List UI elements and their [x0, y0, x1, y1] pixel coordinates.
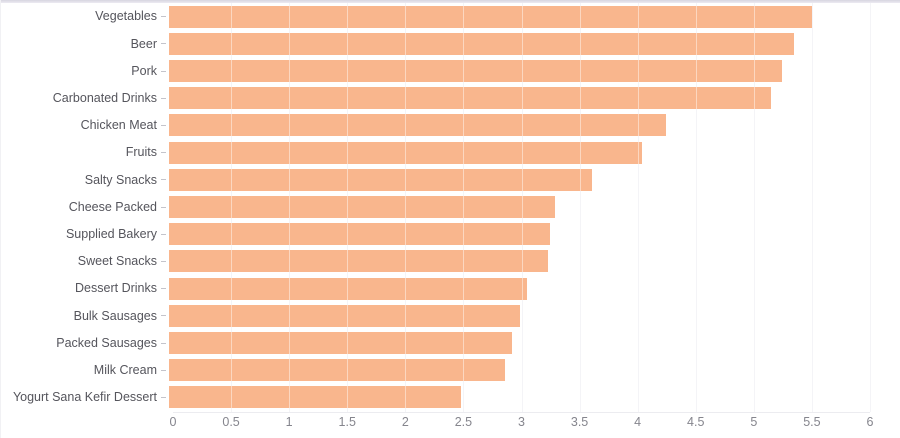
x-tick-label: 4.5: [687, 415, 705, 429]
y-tick-mark: [161, 124, 166, 126]
bar-row: Packed Sausages: [1, 329, 900, 356]
x-tick-label: 5.5: [803, 415, 821, 429]
bar-track: [169, 5, 870, 28]
y-tick-mark: [161, 260, 166, 262]
bar-row: Salty Snacks: [1, 166, 900, 193]
top-border-strip: [1, 0, 900, 3]
bar-track: [169, 114, 870, 137]
bar-row: Milk Cream: [1, 357, 900, 384]
y-tick-mark: [161, 70, 166, 72]
bar[interactable]: [169, 277, 527, 300]
bar-track: [169, 196, 870, 219]
bar-track: [169, 87, 870, 110]
y-tick-mark: [161, 152, 166, 154]
x-tick-label: 4: [634, 415, 642, 429]
category-label: Carbonated Drinks: [52, 90, 157, 105]
bar-rows: Vegetables Beer Pork Carbonated Drinks Chick…: [1, 3, 900, 411]
bar-row: Beer: [1, 30, 900, 57]
category-label: Pork: [131, 63, 157, 78]
bar-track: [169, 168, 870, 191]
bar-row: Yogurt Sana Kefir Dessert: [1, 384, 900, 411]
bar-row: Cheese Packed: [1, 193, 900, 220]
bar-track: [169, 60, 870, 82]
bar[interactable]: [169, 250, 548, 273]
category-label: Supplied Bakery: [65, 226, 157, 241]
bar-track: [169, 386, 870, 409]
bar[interactable]: [169, 196, 555, 219]
bar-track: [169, 277, 870, 300]
y-tick-mark: [161, 342, 166, 344]
bar-row: Supplied Bakery: [1, 221, 900, 248]
y-tick-mark: [161, 288, 166, 290]
y-tick-mark: [161, 179, 166, 181]
bar-track: [169, 359, 870, 382]
bar[interactable]: [169, 332, 513, 355]
y-tick-mark: [161, 396, 166, 398]
bar-row: Dessert Drinks: [1, 275, 900, 302]
x-axis-line: [173, 412, 870, 413]
category-label: Chicken Meat: [80, 118, 157, 133]
x-tick-label: 1: [285, 415, 293, 429]
bar-row: Pork: [1, 57, 900, 84]
y-tick-mark: [161, 97, 166, 99]
bar[interactable]: [169, 87, 771, 110]
x-tick-label: 1.5: [338, 415, 356, 429]
x-tick-label: 0: [169, 415, 177, 429]
x-tick-label: 6: [866, 415, 874, 429]
category-label: Vegetables: [95, 9, 157, 24]
category-label: Fruits: [125, 145, 157, 160]
bar-track: [169, 32, 870, 55]
y-tick-mark: [161, 315, 166, 317]
x-tick-label: 3.5: [570, 415, 589, 429]
bar[interactable]: [169, 5, 812, 28]
category-label: Yogurt Sana Kefir Dessert: [12, 390, 157, 405]
category-label: Beer: [130, 36, 157, 51]
y-tick-mark: [161, 43, 166, 45]
y-tick-mark: [161, 233, 166, 235]
bar[interactable]: [169, 304, 520, 327]
x-tick-label: 5: [750, 415, 758, 429]
category-label: Bulk Sausages: [73, 308, 157, 323]
bar[interactable]: [169, 386, 462, 409]
bar-row: Fruits: [1, 139, 900, 166]
category-label: Milk Cream: [93, 362, 157, 377]
category-label: Salty Snacks: [84, 172, 157, 187]
bar[interactable]: [169, 168, 592, 191]
category-label: Sweet Snacks: [77, 254, 157, 269]
bar-row: Carbonated Drinks: [1, 85, 900, 112]
bar[interactable]: [169, 60, 783, 82]
x-tick-label: 2.5: [454, 415, 473, 429]
bar-track: [169, 250, 870, 273]
x-tick-label: 0.5: [222, 415, 240, 429]
bar-row: Bulk Sausages: [1, 302, 900, 329]
bar-row: Sweet Snacks: [1, 248, 900, 275]
bar[interactable]: [169, 114, 666, 137]
category-label: Dessert Drinks: [75, 281, 157, 296]
category-label: Cheese Packed: [68, 199, 157, 214]
bar-row: Chicken Meat: [1, 112, 900, 139]
y-tick-mark: [161, 16, 166, 18]
bar[interactable]: [169, 32, 795, 55]
x-tick-label: 3: [518, 415, 525, 429]
bar-track: [169, 223, 870, 246]
bar[interactable]: [169, 223, 550, 246]
y-tick-mark: [161, 369, 166, 371]
bar[interactable]: [169, 359, 506, 382]
bar-track: [169, 141, 870, 164]
category-label: Packed Sausages: [56, 335, 157, 350]
bar-row: Vegetables: [1, 3, 900, 30]
x-tick-label: 2: [401, 415, 409, 429]
bar-track: [169, 332, 870, 355]
x-axis: 0 0.5 1 1.5 2 2.5 3 3.5 4 4.5 5 5.5 6: [169, 413, 874, 437]
bar-track: [169, 304, 870, 327]
y-tick-mark: [161, 206, 166, 208]
bar[interactable]: [169, 141, 643, 164]
